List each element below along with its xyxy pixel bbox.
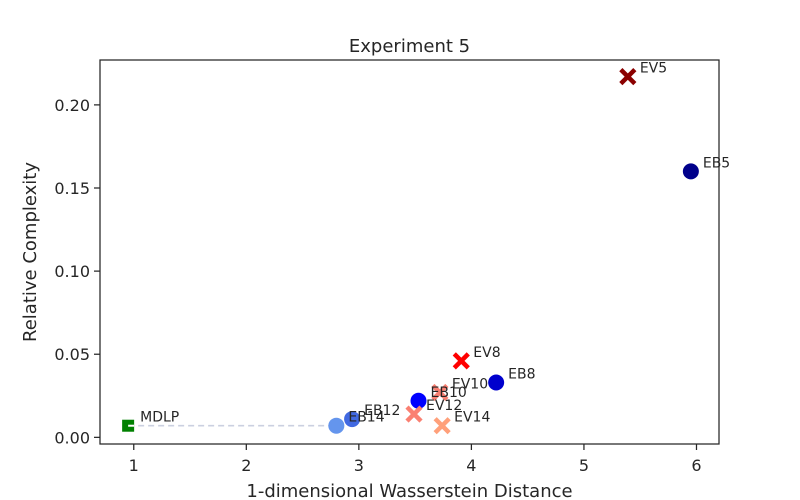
x-tick-label-3: 3 xyxy=(354,456,364,475)
point-label-eb12: EB12 xyxy=(364,403,400,419)
x-tick-label-4: 4 xyxy=(466,456,476,475)
point-eb10 xyxy=(410,392,427,409)
point-label-eb14: EB14 xyxy=(348,410,384,426)
point-label-ev12: EV12 xyxy=(426,398,462,414)
point-ev14 xyxy=(433,417,451,435)
x-tick-label-2: 2 xyxy=(241,456,251,475)
y-tick-label-0.15: 0.15 xyxy=(54,179,90,198)
x-tick-label-5: 5 xyxy=(579,456,589,475)
point-eb8 xyxy=(488,374,505,391)
y-tick-label-0.20: 0.20 xyxy=(54,96,90,115)
point-ev12 xyxy=(405,405,423,423)
chart-title: Experiment 5 xyxy=(349,36,470,57)
point-label-eb5: EB5 xyxy=(703,155,730,171)
plot-area: 1 2 3 4 5 6 0.00 0.05 0.10 0.15 0.20 EV5 EB5 EV8 EB8 EV… xyxy=(54,59,730,475)
point-ev10 xyxy=(431,383,449,402)
point-eb5 xyxy=(682,163,699,180)
x-axis-label: 1-dimensional Wasserstein Distance xyxy=(246,481,572,500)
y-tick-label-0.10: 0.10 xyxy=(54,262,90,281)
y-tick-label-0.00: 0.00 xyxy=(54,428,90,447)
y-tick-label-0.05: 0.05 xyxy=(54,345,90,364)
point-label-eb10: EB10 xyxy=(431,385,467,401)
point-mdlp xyxy=(122,419,135,432)
x-tick-label-6: 6 xyxy=(691,456,701,475)
point-label-ev14: EV14 xyxy=(454,410,490,426)
y-axis-label: Relative Complexity xyxy=(20,162,41,342)
point-label-mdlp: MDLP xyxy=(140,410,179,426)
x-tick-label-1: 1 xyxy=(129,456,139,475)
point-ev5 xyxy=(619,68,637,86)
point-eb12 xyxy=(344,411,361,428)
point-label-ev5: EV5 xyxy=(640,61,667,77)
point-label-ev10: EV10 xyxy=(452,376,488,392)
plot-frame xyxy=(99,59,720,445)
point-ev8 xyxy=(452,352,470,370)
point-label-ev8: EV8 xyxy=(473,345,500,361)
point-eb14 xyxy=(328,417,345,434)
point-label-eb8: EB8 xyxy=(508,366,535,382)
